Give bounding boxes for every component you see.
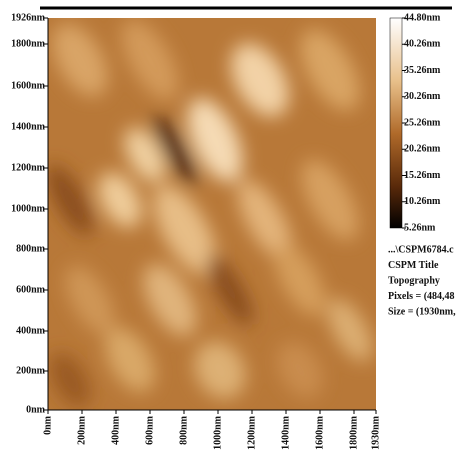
x-tick-label: 400nm	[110, 415, 121, 445]
colorbar-label: 25.26nm	[404, 117, 441, 128]
y-tick-label: 1926nm	[11, 12, 46, 23]
info-line: CSPM Title	[388, 260, 439, 271]
colorbar	[390, 18, 402, 228]
y-tick-label: 1200nm	[11, 162, 46, 173]
x-tick-label: 1600nm	[314, 415, 325, 450]
x-tick-label: 600nm	[144, 415, 155, 445]
x-tick-label: 1000nm	[212, 415, 223, 450]
colorbar-label: 20.26nm	[404, 144, 441, 155]
y-tick-label: 0nm	[26, 404, 46, 415]
colorbar-label: 30.26nm	[404, 91, 441, 102]
colorbar-label: 15.26nm	[404, 170, 441, 181]
x-tick-label: 1400nm	[280, 415, 291, 450]
x-tick-label: 0nm	[42, 415, 53, 435]
x-tick-label: 1800nm	[348, 415, 359, 450]
x-tick-label: 800nm	[178, 415, 189, 445]
topography-image	[38, 11, 381, 414]
y-tick-label: 1000nm	[11, 203, 46, 214]
info-line: Pixels = (484,48	[388, 291, 455, 302]
colorbar-label: 5.26nm	[404, 222, 436, 233]
y-tick-label: 800nm	[16, 243, 46, 254]
y-tick-label: 600nm	[16, 284, 46, 295]
x-tick-label: 200nm	[76, 415, 87, 445]
colorbar-label: 44.80nm	[404, 12, 441, 23]
y-tick-label: 200nm	[16, 365, 46, 376]
afm-view: 1926nm 1800nm 1600nm 1400nm 1200nm 1000nm 800n…	[0, 0, 462, 459]
y-tick-label: 1400nm	[11, 121, 46, 132]
y-tick-label: 400nm	[16, 325, 46, 336]
colorbar-label: 40.26nm	[404, 39, 441, 50]
y-tick-label: 1600nm	[11, 80, 46, 91]
x-tick-label: 1930nm	[370, 415, 381, 450]
x-tick-label: 1200nm	[246, 415, 257, 450]
info-line: Topography	[388, 275, 440, 286]
colorbar-label: 35.26nm	[404, 65, 441, 76]
info-line: Size = (1930nm,	[388, 306, 456, 317]
y-tick-label: 1800nm	[11, 38, 46, 49]
colorbar-label: 10.26nm	[404, 196, 441, 207]
info-line: ...\CSPM6784.c	[388, 244, 454, 255]
